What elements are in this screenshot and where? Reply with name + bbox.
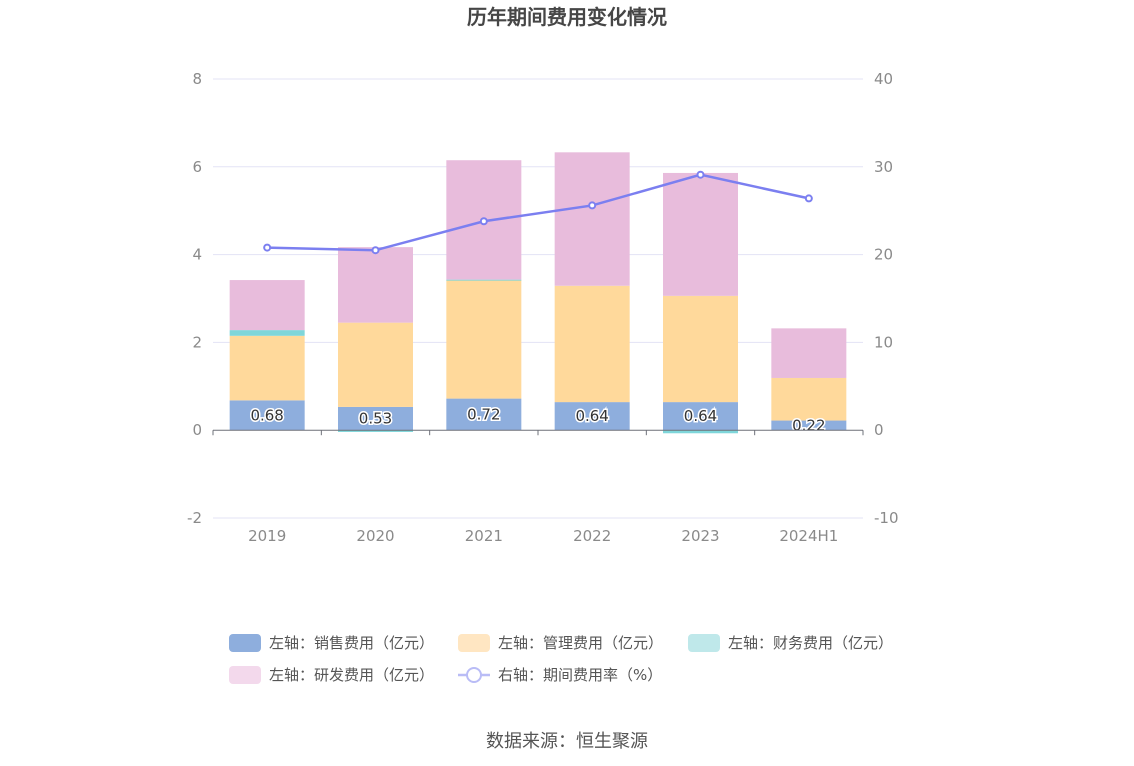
- bar-segment: [554, 402, 630, 431]
- right-tick-label: 40: [874, 70, 893, 88]
- bar-segment: [663, 295, 738, 403]
- source-note: 数据来源：恒生聚源: [486, 731, 648, 752]
- chart-title: 历年期间费用变化情况: [467, 5, 667, 29]
- bar-value-label: 0.64: [575, 407, 608, 425]
- left-tick-label: 0: [192, 421, 202, 439]
- rate-line-path: [267, 173, 810, 252]
- rate-line: [263, 170, 813, 255]
- bar-segment: [663, 402, 738, 431]
- bar-segment: [554, 285, 630, 403]
- legend-label: 右轴：期间费用率（%）: [498, 666, 662, 684]
- bar-segment: [338, 247, 413, 323]
- right-tick-label: 20: [874, 246, 893, 264]
- right-tick-label: 0: [874, 421, 884, 439]
- bar-segment: [663, 430, 738, 434]
- bar-segment: [229, 280, 305, 331]
- bar-segment: [338, 430, 413, 432]
- right-tick-label: 30: [874, 158, 893, 176]
- right-tick-label: 10: [874, 333, 893, 351]
- x-tick-label: 2023: [681, 527, 719, 545]
- legend-swatch: [688, 634, 720, 652]
- legend: 左轴：销售费用（亿元） 左轴：管理费用（亿元） 左轴：财务费用（亿元） 左轴：研发费用…: [229, 634, 893, 684]
- left-tick-label: 2: [192, 333, 202, 351]
- x-axis: 2019 2020 2021 2022 2023 2024H1: [212, 429, 864, 545]
- bar-segment: [229, 335, 305, 401]
- bar-segment: [229, 330, 305, 336]
- bar-segment: [338, 322, 413, 407]
- rate-point: [804, 194, 813, 203]
- bar-value-label: 0.64: [684, 407, 717, 425]
- bar-segment: [446, 280, 522, 399]
- left-tick-label: 6: [192, 158, 202, 176]
- bar-value-label: 0.22: [792, 416, 825, 434]
- legend-label: 左轴：管理费用（亿元）: [498, 634, 663, 652]
- bar-segment: [446, 398, 522, 431]
- x-tick-label: 2019: [248, 527, 286, 545]
- bar-segment: [554, 152, 630, 286]
- left-tick-label: -2: [187, 509, 202, 527]
- right-axis: 40 30 20 10 0 -10: [874, 70, 899, 527]
- left-tick-label: 8: [192, 70, 202, 88]
- grid: [213, 78, 863, 519]
- bar-segment: [771, 328, 847, 378]
- x-tick-label: 2020: [356, 527, 394, 545]
- rate-point: [371, 246, 380, 255]
- bar-value-label: 0.72: [467, 405, 500, 423]
- rate-point: [479, 217, 488, 226]
- legend-label: 左轴：销售费用（亿元）: [269, 634, 434, 652]
- bar-segment: [229, 400, 305, 431]
- legend-swatch: [229, 634, 261, 652]
- rate-point: [263, 243, 272, 252]
- legend-swatch: [229, 666, 261, 684]
- rate-point: [588, 201, 597, 210]
- right-tick-label: -10: [874, 509, 899, 527]
- bar-value-label: 0.53: [359, 410, 392, 428]
- bar-segment: [663, 172, 738, 296]
- x-tick-label: 2021: [465, 527, 503, 545]
- bars: [229, 152, 847, 434]
- bar-segment: [338, 406, 413, 431]
- x-tick-label: 2024H1: [779, 527, 838, 545]
- left-tick-label: 4: [192, 246, 202, 264]
- legend-label: 左轴：研发费用（亿元）: [269, 666, 434, 684]
- bar-segment: [446, 279, 522, 281]
- legend-line-marker: [466, 667, 482, 683]
- bar-segment: [771, 420, 847, 431]
- x-tick-label: 2022: [573, 527, 611, 545]
- bar-segment: [771, 377, 847, 421]
- legend-label: 左轴：财务费用（亿元）: [728, 634, 893, 652]
- rate-point: [696, 170, 705, 179]
- bar-value-label: 0.68: [250, 406, 283, 424]
- legend-swatch: [458, 634, 490, 652]
- left-axis: 8 6 4 2 0 -2: [187, 70, 202, 527]
